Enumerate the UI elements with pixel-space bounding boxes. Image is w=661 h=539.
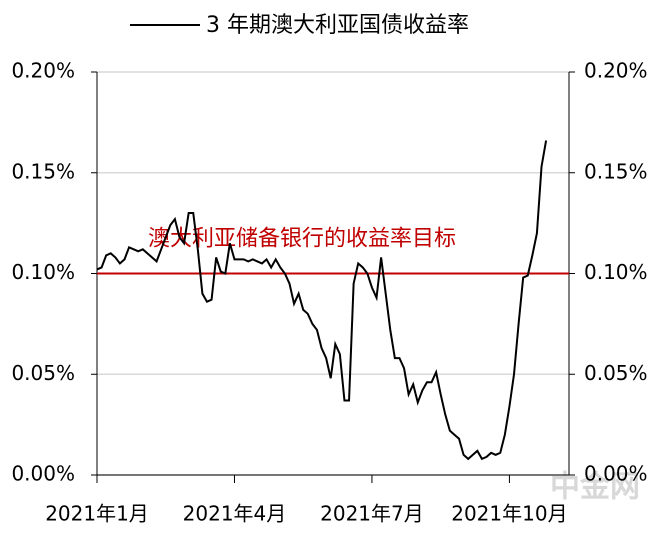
y-tick-label: 0.20% [11, 59, 75, 83]
x-tick-label: 2021年4月 [183, 502, 287, 526]
y-tick-label: 0.05% [11, 361, 75, 385]
legend-label: 3 年期澳大利亚国债收益率 [206, 13, 469, 38]
y2-tick-label: 0.00% [584, 462, 648, 486]
y-tick-label: 0.10% [11, 260, 75, 284]
y-tick-label: 0.00% [11, 462, 75, 486]
y2-tick-label: 0.15% [584, 159, 648, 183]
y2-tick-label: 0.10% [584, 260, 648, 284]
x-tick-label: 2021年10月 [451, 502, 567, 526]
y2-tick-label: 0.05% [584, 361, 648, 385]
y-tick-label: 0.15% [11, 159, 75, 183]
y2-tick-label: 0.20% [584, 59, 648, 83]
x-tick-label: 2021年1月 [45, 502, 149, 526]
reference-label: 澳大利亚储备银行的收益率目标 [148, 227, 456, 252]
x-tick-label: 2021年7月 [320, 502, 424, 526]
series-line [96, 140, 548, 461]
